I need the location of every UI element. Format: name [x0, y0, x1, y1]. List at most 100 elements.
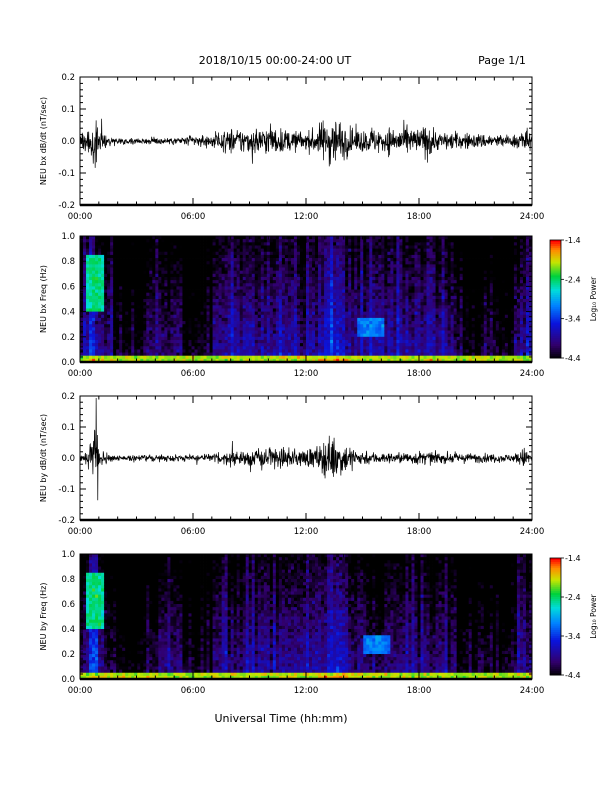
spectrogram-cell: [281, 286, 286, 290]
spectrogram-cell: [366, 258, 370, 262]
spectrogram-cell: [342, 264, 346, 268]
spectrogram-cell: [125, 292, 129, 297]
spectrogram-cell: [98, 346, 102, 350]
spectrogram-cell: [209, 358, 213, 363]
spectrogram-cell: [197, 330, 201, 335]
spectrogram-cell: [110, 258, 114, 262]
spectrogram-cell: [221, 261, 226, 265]
spectrogram-cell: [86, 239, 90, 243]
spectrogram-cell: [263, 352, 268, 357]
spectrogram-cell: [411, 311, 415, 316]
spectrogram-cell: [302, 261, 307, 265]
spectrogram-cell: [354, 286, 358, 290]
spectrogram-cell: [167, 355, 171, 360]
spectrogram-cell: [284, 280, 289, 284]
spectrogram-cell: [149, 251, 153, 256]
spectrogram-cell: [167, 333, 171, 338]
spectrogram-cell: [260, 336, 265, 341]
spectrogram-cell: [104, 295, 108, 300]
spectrogram-cell: [203, 352, 207, 357]
spectrogram-cell: [387, 336, 391, 341]
spectrogram-cell: [429, 236, 433, 240]
spectrogram-cell: [257, 336, 262, 341]
spectrogram-cell: [399, 239, 403, 243]
spectrogram-cell: [149, 321, 153, 325]
spectrogram-cell: [89, 261, 93, 265]
spectrogram-cell: [167, 295, 171, 300]
spectrogram-cell: [212, 336, 216, 341]
spectrogram-cell: [143, 321, 147, 325]
spectrogram-cell: [263, 254, 268, 259]
spectrogram-cell: [92, 295, 96, 300]
spectrogram-cell: [354, 264, 358, 268]
spectrogram-cell: [149, 352, 153, 357]
spectrogram-cell: [378, 349, 382, 353]
spectrogram-cell: [251, 308, 256, 312]
spectrogram-cell: [284, 321, 289, 325]
spectrogram-cell: [363, 273, 367, 278]
spectrogram-cell: [333, 283, 337, 287]
spectrogram-cell: [260, 349, 265, 353]
spectrogram-cell: [191, 305, 195, 309]
spectrogram-cell: [143, 239, 147, 243]
spectrogram-cell: [321, 248, 325, 253]
spectrogram-cell: [146, 352, 150, 357]
spectrogram-cell: [396, 276, 400, 281]
spectrogram-cell: [83, 349, 87, 353]
spectrogram-cell: [360, 264, 364, 268]
spectrogram-cell: [227, 311, 232, 316]
spectrogram-cell: [152, 283, 156, 287]
spectrogram-cell: [167, 339, 171, 344]
spectrogram-cell: [95, 280, 99, 284]
spectrogram-cell: [435, 261, 439, 265]
spectrogram-cell: [236, 295, 241, 300]
spectrogram-cell: [290, 276, 295, 281]
spectrogram-cell: [363, 286, 367, 290]
spectrogram-cell: [441, 245, 446, 249]
spectrogram-cell: [411, 267, 415, 272]
spectrogram-cell: [104, 292, 108, 297]
spectrogram-cell: [306, 254, 310, 259]
spectrogram-cell: [333, 270, 337, 275]
spectrogram-cell: [296, 242, 301, 246]
spectrogram-cell: [92, 346, 96, 350]
spectrogram-cell: [287, 324, 292, 328]
spectrogram-cell: [275, 270, 280, 275]
spectrogram-cell: [296, 276, 301, 281]
spectrogram-cell: [194, 349, 198, 353]
spectrogram-cell: [281, 324, 286, 328]
spectrogram-cell: [167, 242, 171, 246]
spectrogram-cell: [143, 261, 147, 265]
spectrogram-cell: [230, 292, 235, 297]
spectrogram-cell: [224, 317, 229, 322]
spectrogram-cell: [173, 311, 177, 316]
spectrogram-cell: [203, 321, 207, 325]
spectrogram-cell: [134, 242, 138, 246]
spectrogram-cell: [339, 254, 343, 259]
spectrogram-cell: [417, 343, 421, 347]
spectrogram-cell: [191, 283, 195, 287]
spectrogram-cell: [360, 327, 364, 331]
spectrogram-cell: [381, 283, 385, 287]
spectrogram-cell: [342, 267, 346, 272]
spectrogram-cell: [405, 264, 409, 268]
spectrogram-cell: [155, 289, 159, 294]
spectrogram-cell: [116, 355, 120, 360]
spectrogram-cell: [260, 355, 265, 360]
spectrogram-cell: [125, 295, 129, 300]
spectrogram-cell: [236, 317, 241, 322]
spectrogram-cell: [287, 251, 292, 256]
spectrogram-cell: [158, 270, 162, 275]
spectrogram-cell: [104, 267, 108, 272]
spectrogram-cell: [197, 311, 201, 316]
spectrogram-cell: [290, 295, 295, 300]
spectrogram-cell: [209, 289, 213, 294]
spectrogram-cell: [296, 324, 301, 328]
spectrogram-cell: [164, 273, 168, 278]
spectrogram-cell: [95, 355, 99, 360]
spectrogram-cell: [417, 308, 421, 312]
spectrogram-cell: [248, 299, 253, 303]
spectrogram-cell: [324, 358, 328, 363]
spectrogram-cell: [372, 251, 376, 256]
spectrogram-cell: [378, 276, 382, 281]
